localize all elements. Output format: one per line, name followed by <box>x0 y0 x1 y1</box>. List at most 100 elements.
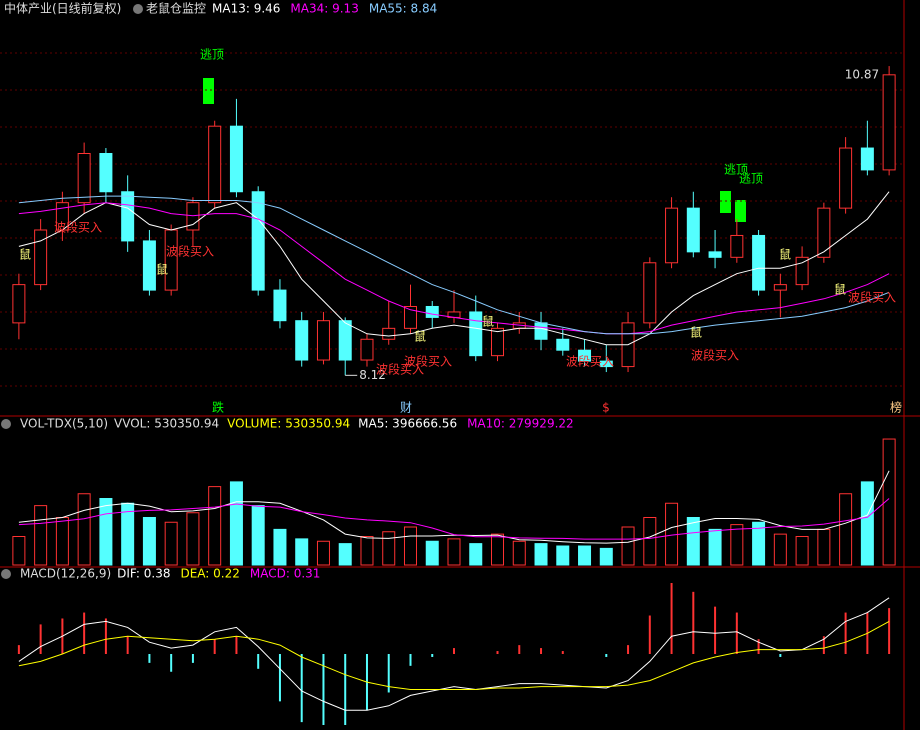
volume-bar <box>817 528 831 566</box>
high-label: 10.87 <box>845 67 879 81</box>
annotation: 鼠 <box>779 248 791 262</box>
volume-bar <box>447 538 461 566</box>
volume-bar <box>578 545 592 566</box>
volume-bar <box>295 538 309 566</box>
candle-body <box>12 284 26 324</box>
volume-bar <box>34 505 48 566</box>
annotation: 逃顶 <box>724 163 748 177</box>
ma-line <box>18 498 890 540</box>
volume-bar <box>186 512 200 566</box>
candle-body <box>425 305 439 318</box>
volume-bar <box>273 528 287 566</box>
candle-body <box>795 256 809 286</box>
low-label: 8.12 <box>359 368 386 382</box>
panel-value: VVOL: 530350.94 <box>114 417 219 431</box>
candle-body <box>643 262 657 324</box>
volume-bar <box>556 545 570 566</box>
volume-bar <box>208 486 222 566</box>
chart-title: 中体产业(日线前复权) <box>4 1 121 16</box>
candle-body <box>164 229 178 291</box>
candle-body <box>316 320 330 361</box>
annotation: 波段买入 <box>566 354 614 369</box>
annotation: 波段买入 <box>848 290 896 305</box>
candle-body <box>403 305 417 329</box>
annotation: 波段买入 <box>404 354 452 369</box>
candle-body <box>534 322 548 340</box>
candle-body <box>839 147 853 209</box>
legend-entry: DIF: 0.38 <box>117 567 170 581</box>
volume-bar <box>643 517 657 566</box>
candle-body <box>186 202 200 231</box>
annotation: 逃顶 <box>739 172 763 186</box>
annotation: 鼠 <box>690 326 702 340</box>
annotation: 鼠 <box>834 283 846 297</box>
volume-bar <box>860 481 874 566</box>
candle-body <box>665 207 679 264</box>
legend-entry: MA34: 9.13 <box>290 2 358 16</box>
volume-bar <box>338 543 352 566</box>
candle-body <box>599 360 613 368</box>
volume-bar <box>403 526 417 566</box>
annotation: 波段买入 <box>376 362 424 377</box>
bottom-label: 榜 <box>890 400 902 415</box>
bottom-label: $ <box>602 401 610 415</box>
annotation: 逃顶 <box>200 48 224 62</box>
volume-bar <box>425 540 439 566</box>
volume-bar <box>708 528 722 566</box>
volume-bar <box>142 517 156 566</box>
volume-bar <box>621 526 635 566</box>
ma-line <box>18 620 890 690</box>
volume-bar <box>55 517 69 566</box>
volume-bar <box>251 505 265 566</box>
annotation: 波段买入 <box>54 220 102 235</box>
volume-bar <box>491 533 505 566</box>
candle-body <box>469 311 483 357</box>
ma-line <box>18 202 890 335</box>
candle-body <box>208 125 222 204</box>
ma-line <box>18 597 890 711</box>
legend-entry: MA55: 8.84 <box>369 2 437 16</box>
candle-body <box>142 240 156 291</box>
candle-body <box>360 338 374 361</box>
legend-entry: MA13: 9.46 <box>212 2 280 16</box>
candle-body <box>251 191 265 291</box>
annotation: 鼠 <box>482 315 494 329</box>
volume-bar <box>686 517 700 566</box>
top-marker <box>203 78 214 104</box>
ma-line <box>18 191 890 346</box>
ma-line <box>18 195 890 335</box>
volume-bar <box>882 438 896 566</box>
volume-bar <box>164 521 178 566</box>
candle-body <box>491 327 505 357</box>
panel-toggle <box>133 4 143 14</box>
volume-bar <box>316 540 330 566</box>
candle-body <box>295 320 309 361</box>
volume-bar <box>77 493 91 566</box>
volume-bar <box>839 493 853 566</box>
volume-bar <box>229 481 243 566</box>
bottom-label: 财 <box>400 401 412 415</box>
panel-toggle <box>1 419 11 429</box>
candle-body <box>77 153 91 204</box>
candle-body <box>34 229 48 286</box>
legend-entry: DEA: 0.22 <box>180 567 239 581</box>
legend-entry: MA10: 279929.22 <box>467 417 574 431</box>
candle-body <box>882 74 896 171</box>
annotation: 鼠 <box>414 330 426 344</box>
volume-bar <box>12 536 26 566</box>
volume-bar <box>534 543 548 566</box>
candle-body <box>229 125 243 193</box>
candle-body <box>578 349 592 362</box>
legend-entry: MA5: 396666.56 <box>358 417 457 431</box>
candle-body <box>752 234 766 291</box>
annotation: 鼠 <box>156 263 168 277</box>
panel-title: VOL-TDX(5,10) <box>20 417 108 431</box>
volume-bar <box>469 543 483 566</box>
candle-body <box>817 207 831 258</box>
panel-value: MACD: 0.31 <box>250 567 321 581</box>
annotation: 鼠 <box>19 248 31 262</box>
volume-bar <box>752 521 766 566</box>
volume-bar <box>773 533 787 566</box>
volume-bar <box>99 498 113 566</box>
volume-bar <box>795 536 809 566</box>
